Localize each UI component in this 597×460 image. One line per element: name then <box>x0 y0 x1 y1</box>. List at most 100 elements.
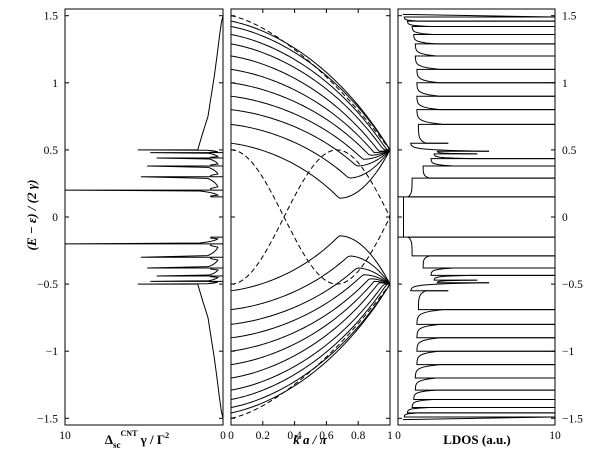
ldos-segment <box>414 377 555 391</box>
ldos-segment <box>403 16 555 22</box>
dashed-inner-band <box>230 149 391 285</box>
ldos-segment <box>403 412 555 418</box>
dispersion-band <box>230 123 391 179</box>
ldos-segment <box>416 95 555 111</box>
left-gap-curve-upper <box>64 15 224 198</box>
dispersion-band <box>230 142 391 199</box>
ldos-segment <box>433 153 555 160</box>
ldos-segment <box>416 309 555 325</box>
ldos-segment <box>436 279 490 284</box>
ldos-segment <box>411 399 555 409</box>
dispersion-band <box>230 55 391 152</box>
ldos-segment <box>407 177 555 198</box>
dispersion-band <box>230 282 391 379</box>
ldos-segment <box>416 323 555 339</box>
dispersion-band <box>230 43 390 151</box>
x-tick-label: 1 <box>387 430 393 442</box>
dispersion-band <box>230 255 391 311</box>
left-x-axis-label: ΔscCNT γ / Γ2 <box>105 429 169 450</box>
dispersion-band <box>230 283 391 414</box>
ldos-segment <box>417 290 555 311</box>
y-tick-label: −0.5 <box>562 279 583 291</box>
y-tick-label: −1.5 <box>562 413 583 425</box>
ldos-segment <box>416 68 555 84</box>
dispersion-band <box>230 82 391 156</box>
ldos-segment <box>433 274 555 281</box>
right-plot-frame <box>397 8 556 426</box>
ldos-segment <box>414 55 555 70</box>
x-tick-label: 0.4 <box>287 430 302 442</box>
ldos-segment <box>416 337 555 352</box>
ldos-segment <box>430 267 555 276</box>
ldos-segment <box>417 123 555 144</box>
left-gap-curve-lower <box>64 236 224 419</box>
dispersion-band <box>230 68 391 154</box>
dispersion-band <box>230 95 391 160</box>
ldos-segment <box>422 255 555 269</box>
y-tick-label: 1.5 <box>562 11 577 23</box>
y-tick-label: 0 <box>52 212 58 224</box>
dispersion-band <box>230 283 390 400</box>
y-tick-label: −1 <box>562 346 574 358</box>
ldos-segment <box>411 25 555 35</box>
x-tick-label: 10 <box>549 430 561 442</box>
dispersion-band <box>230 235 391 292</box>
x-tick-label: 0.2 <box>256 430 271 442</box>
y-tick-label: −0.5 <box>37 279 58 291</box>
y-tick-label: 1 <box>52 78 58 90</box>
ldos-segment <box>406 20 555 27</box>
dispersion-band <box>230 34 390 151</box>
ldos-segment <box>422 165 555 179</box>
y-tick-label: −1 <box>46 346 58 358</box>
left-panel-gap-function: 1.5 1 0.5 0 −0.5 −1 −1.510 0 <box>37 8 226 442</box>
dispersion-band <box>230 20 391 151</box>
ldos-segment <box>414 43 555 57</box>
dispersion-band <box>230 25 391 151</box>
right-x-axis-label: LDOS (a.u.) <box>443 432 511 447</box>
dispersion-band <box>230 278 391 352</box>
dispersion-band <box>230 283 390 391</box>
ldos-segment <box>416 109 555 125</box>
axis-labels: (E − ε) / (2 γ) ΔscCNT γ / Γ2 k a / π LD… <box>24 180 511 450</box>
y-tick-label: 0.5 <box>562 145 577 157</box>
ldos-gap <box>398 196 555 238</box>
dispersion-band <box>230 267 391 325</box>
middle-plot-frame <box>230 8 391 426</box>
dashed-inner-band <box>230 149 391 285</box>
ldos-segment <box>436 150 490 155</box>
dispersion-band <box>230 109 391 167</box>
dashed-outer-band <box>230 283 391 419</box>
ldos-segment <box>407 236 555 257</box>
dashed-outer-band <box>230 15 391 151</box>
ldos-segment <box>416 350 555 366</box>
ldos-edge <box>402 416 556 421</box>
ldos-segment <box>430 158 555 167</box>
y-tick-label: 1 <box>562 78 568 90</box>
ldos-edge <box>402 13 556 18</box>
y-tick-label: 1.5 <box>44 11 59 23</box>
ldos-segment <box>413 389 555 400</box>
x-tick-label: 0 <box>220 430 226 442</box>
x-tick-label: 0 <box>395 430 401 442</box>
dispersion-band <box>230 283 391 409</box>
right-panel-ldos: 1.5 1 0.5 0 −0.5 −1 −1.5 0 10 <box>395 8 583 442</box>
dispersion-band <box>230 274 391 339</box>
y-tick-label: 0.5 <box>44 145 59 157</box>
ldos-segment <box>406 407 555 414</box>
x-tick-label: 0 <box>228 430 234 442</box>
ldos-segment <box>410 142 490 152</box>
ldos-segment <box>414 364 555 379</box>
y-tick-label: 0 <box>562 212 568 224</box>
ldos-segment <box>416 82 555 97</box>
x-tick-label: 0.6 <box>319 430 334 442</box>
x-tick-label: 10 <box>59 430 71 442</box>
ldos-segment <box>413 34 555 45</box>
x-tick-label: 0.8 <box>351 430 366 442</box>
y-tick-label: −1.5 <box>37 413 58 425</box>
y-axis-label: (E − ε) / (2 γ) <box>24 180 39 251</box>
dispersion-band <box>230 280 391 366</box>
middle-x-axis-label: k a / π <box>293 432 327 447</box>
left-plot-frame <box>64 8 224 426</box>
middle-panel-dispersion: 0 0.2 0.4 0.6 0.8 1 <box>228 8 393 442</box>
